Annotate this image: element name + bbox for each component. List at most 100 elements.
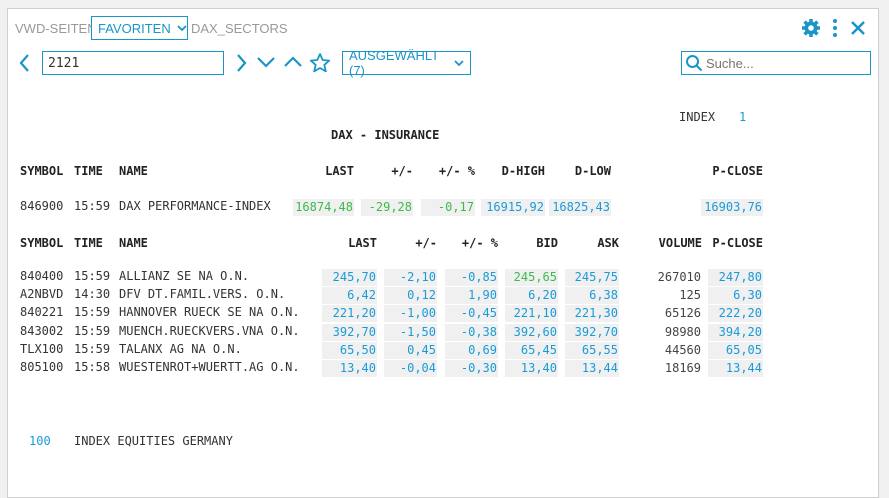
index-d-high: 16915,92	[481, 199, 545, 216]
column-header: D-LOW	[574, 164, 611, 178]
stock-row-bid: 221,10	[505, 305, 558, 323]
stock-row-p-close: 65,05	[708, 341, 763, 359]
stock-row-change-pct: 0,69	[445, 341, 498, 359]
stock-row-name: TALANX AG NA O.N.	[119, 341, 242, 356]
stock-row-ask: 6,38	[565, 287, 619, 305]
stock-row-last: 392,70	[322, 323, 377, 341]
chevron-down-icon	[177, 24, 187, 32]
stock-row-bid: 65,45	[505, 341, 558, 359]
stock-row-ask: 65,55	[565, 341, 619, 359]
stock-row-time: 15:59	[74, 269, 111, 283]
stock-row-change-pct: -0,30	[445, 360, 498, 377]
stock-row-name: HANNOVER RUECK SE NA O.N.	[119, 305, 300, 320]
chevron-up-icon[interactable]	[283, 56, 303, 68]
stock-row-volume: 125	[679, 288, 701, 303]
stock-row-ask: 13,44	[565, 360, 619, 377]
stock-row-last: 221,20	[322, 305, 377, 323]
stock-row-symbol: 840400	[20, 269, 64, 283]
stock-row-change-pct: -0,38	[445, 323, 498, 341]
footer-link-label[interactable]: INDEX EQUITIES GERMANY	[74, 434, 233, 448]
stock-row-bid: 6,20	[505, 287, 558, 305]
gear-icon[interactable]	[801, 18, 821, 38]
stock-row-change: -0,04	[384, 360, 437, 377]
column-header: VOLUME	[658, 236, 702, 250]
index-change: -29,28	[361, 199, 413, 216]
stock-row-ask: 245,75	[565, 269, 619, 286]
index-change-pct: -0,17	[421, 199, 475, 216]
column-header: NAME	[119, 164, 148, 178]
stock-row-time: 15:59	[74, 323, 111, 338]
close-icon[interactable]	[851, 21, 865, 35]
column-header: +/-	[415, 236, 437, 250]
stock-row-change: 0,45	[384, 341, 437, 359]
stock-row-p-close: 222,20	[708, 305, 763, 323]
chevron-down-icon	[454, 59, 464, 67]
stock-row-bid: 245,65	[505, 269, 558, 286]
stock-row-change: -2,10	[384, 269, 437, 286]
index-value: 1	[739, 110, 747, 124]
stock-row-time: 15:59	[74, 305, 111, 320]
column-header: P-CLOSE	[712, 164, 763, 178]
stock-row-last: 13,40	[322, 360, 377, 377]
index-last: 16874,48	[293, 199, 354, 216]
search-input[interactable]	[706, 55, 866, 71]
index-d-low: 16825,43	[549, 199, 611, 216]
stock-row-change: -1,00	[384, 305, 437, 323]
search-field[interactable]	[681, 51, 871, 75]
index-time: 15:59	[74, 199, 111, 213]
index-label: INDEX	[679, 110, 716, 124]
stock-row-change-pct: 1,90	[445, 287, 498, 305]
favorites-label: FAVORITEN	[98, 20, 171, 36]
stock-row-p-close: 247,80	[708, 269, 763, 286]
page-name: DAX_SECTORS	[191, 21, 288, 36]
column-header: TIME	[74, 236, 103, 250]
section-label: VWD-SEITEN	[15, 21, 97, 36]
stock-row-volume: 98980	[664, 324, 701, 339]
column-header: LAST	[325, 164, 354, 178]
stock-row-time: 15:59	[74, 341, 111, 356]
column-header: SYMBOL	[20, 164, 64, 178]
stock-row-volume: 18169	[664, 361, 701, 375]
stock-row-bid: 13,40	[505, 360, 558, 377]
stock-row-last: 6,42	[322, 287, 377, 305]
stock-row-time: 14:30	[74, 287, 111, 302]
stock-row-p-close: 394,20	[708, 323, 763, 341]
chevron-down-icon[interactable]	[256, 56, 276, 68]
stock-row-ask: 392,70	[565, 323, 619, 341]
stock-row-name: ALLIANZ SE NA O.N.	[119, 269, 250, 283]
stock-row-volume: 65126	[664, 306, 701, 321]
column-header: TIME	[74, 164, 103, 178]
stock-row-last: 65,50	[322, 341, 377, 359]
stock-row-symbol: 843002	[20, 323, 64, 338]
vwd-pages-panel	[7, 8, 879, 498]
chevron-right-icon[interactable]	[236, 53, 248, 73]
index-p-close: 16903,76	[701, 199, 763, 216]
stock-row-change: -1,50	[384, 323, 437, 341]
stock-row-p-close: 13,44	[708, 360, 763, 377]
page-title: DAX - INSURANCE	[331, 128, 440, 142]
index-name: DAX PERFORMANCE-INDEX	[119, 199, 271, 213]
stock-row-change: 0,12	[384, 287, 437, 305]
column-header: BID	[536, 236, 558, 250]
column-header: NAME	[119, 236, 148, 250]
column-header: ASK	[597, 236, 619, 250]
selected-dropdown[interactable]: AUSGEWÄHLT (7)	[342, 48, 471, 78]
column-header: +/- %	[438, 164, 475, 178]
stock-row-change-pct: -0,85	[445, 269, 498, 286]
star-icon[interactable]	[309, 52, 331, 74]
favorites-dropdown[interactable]: FAVORITEN	[91, 16, 188, 40]
stock-row-symbol: 805100	[20, 360, 64, 374]
column-header: D-HIGH	[501, 164, 545, 178]
page-number-input[interactable]	[42, 51, 224, 75]
index-symbol: 846900	[20, 199, 64, 213]
stock-row-name: MUENCH.RUECKVERS.VNA O.N.	[119, 323, 300, 338]
stock-row-p-close: 6,30	[708, 287, 763, 305]
more-vertical-icon[interactable]	[832, 18, 838, 38]
column-header: +/-	[391, 164, 413, 178]
stock-row-change-pct: -0,45	[445, 305, 498, 323]
stock-row-name: WUESTENROT+WUERTT.AG O.N.	[119, 360, 300, 374]
chevron-left-icon[interactable]	[18, 53, 30, 73]
footer-link-number[interactable]: 100	[29, 434, 51, 448]
stock-row-name: DFV DT.FAMIL.VERS. O.N.	[119, 287, 286, 302]
column-header: SYMBOL	[20, 236, 64, 250]
